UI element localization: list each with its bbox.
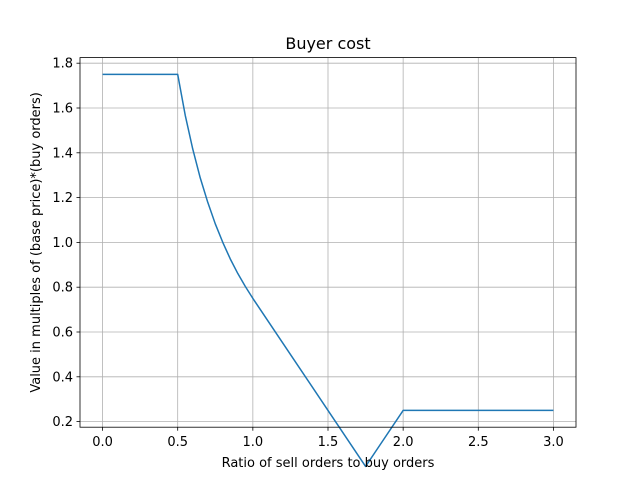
plot-frame [79,57,577,428]
x-tick-label: 1.5 [318,435,339,450]
x-tick-label: 0.0 [92,435,113,450]
y-tick-label: 1.0 [52,236,73,251]
grid [80,57,576,428]
y-tick-label: 0.2 [52,415,73,430]
x-tick-label: 1.0 [243,435,264,450]
x-tick-label: 0.5 [167,435,188,450]
series-line [102,73,554,468]
y-tick-label: 1.4 [52,146,73,161]
y-tick-label: 1.2 [52,191,73,206]
y-axis-ticks: 0.2 0.4 0.6 0.8 1.0 1.2 1.4 1.6 1.8 [52,57,80,430]
series-layer [102,73,554,468]
y-tick-label: 0.8 [52,281,73,296]
y-tick-label: 1.8 [52,57,73,72]
x-tick-label: 3.0 [543,435,564,450]
y-tick-label: 0.6 [52,326,73,341]
x-axis-ticks: 0.0 0.5 1.0 1.5 2.0 2.5 3.0 [92,427,564,450]
chart-title: Buyer cost [285,34,370,53]
x-tick-label: 2.0 [393,435,414,450]
y-tick-label: 0.4 [52,370,73,385]
y-tick-label: 1.6 [52,102,73,117]
y-axis-label: Value in multiples of (base price)*(buy … [29,92,44,393]
x-axis-label: Ratio of sell orders to buy orders [222,456,435,471]
x-tick-label: 2.5 [468,435,489,450]
